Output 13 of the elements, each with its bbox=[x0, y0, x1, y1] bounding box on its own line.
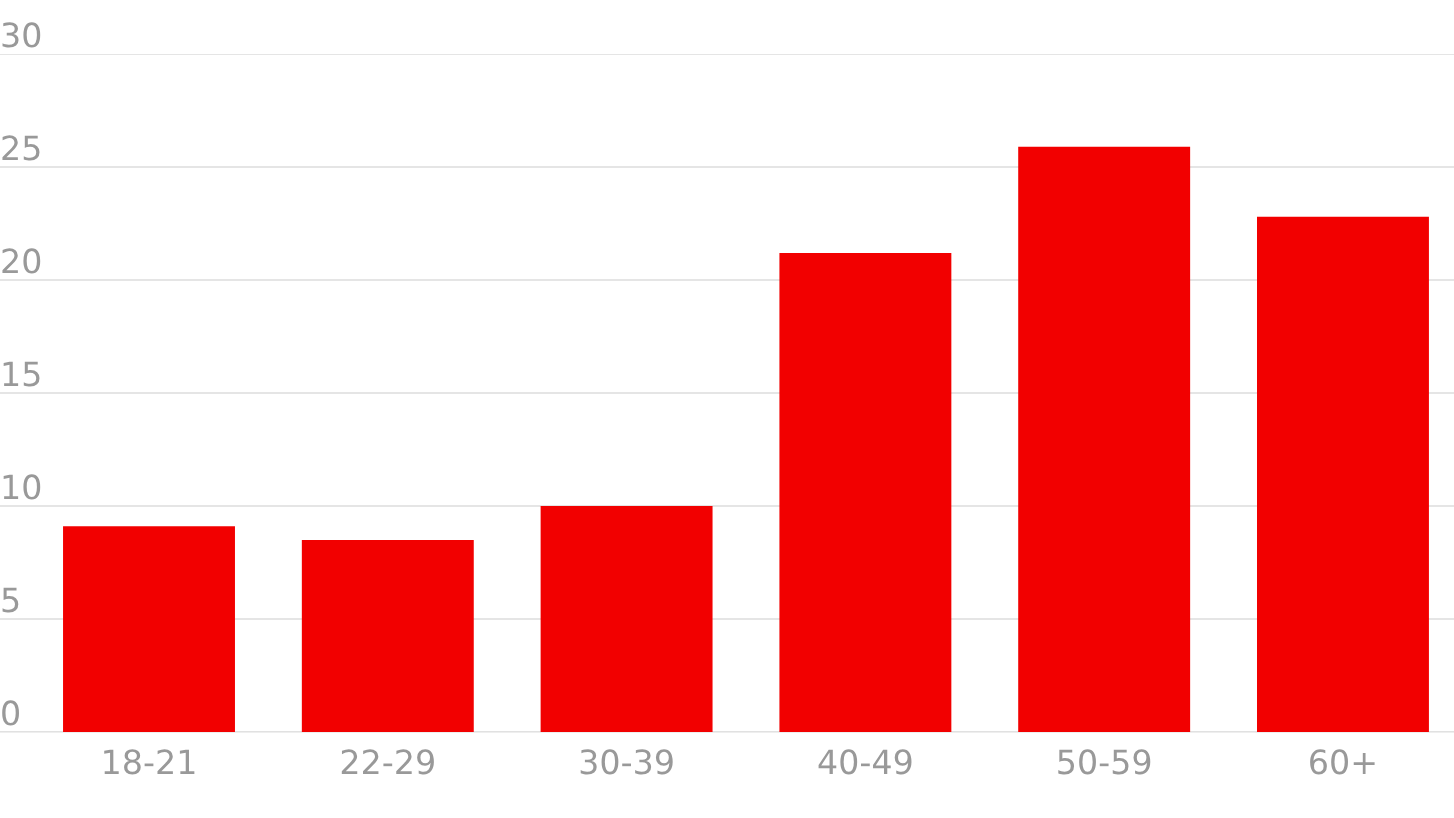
y-tick-label: 15 bbox=[3, 361, 40, 387]
y-tick-label: 20 bbox=[2, 248, 41, 274]
x-tick-label: 18-21 bbox=[104, 749, 195, 775]
y-tick-label: 25 bbox=[2, 135, 40, 161]
y-tick-label: 0 bbox=[2, 700, 19, 726]
x-tick-label: 40-49 bbox=[818, 749, 912, 775]
x-tick-label: 30-39 bbox=[580, 749, 673, 775]
x-tick-label: 60+ bbox=[1310, 749, 1375, 775]
y-tick-label: 30 bbox=[2, 22, 41, 48]
x-tick-label: 50-59 bbox=[1058, 749, 1151, 775]
y-tick-label: 5 bbox=[2, 587, 19, 613]
x-tick-label: 22-29 bbox=[341, 749, 434, 775]
y-tick-label: 10 bbox=[3, 474, 41, 500]
